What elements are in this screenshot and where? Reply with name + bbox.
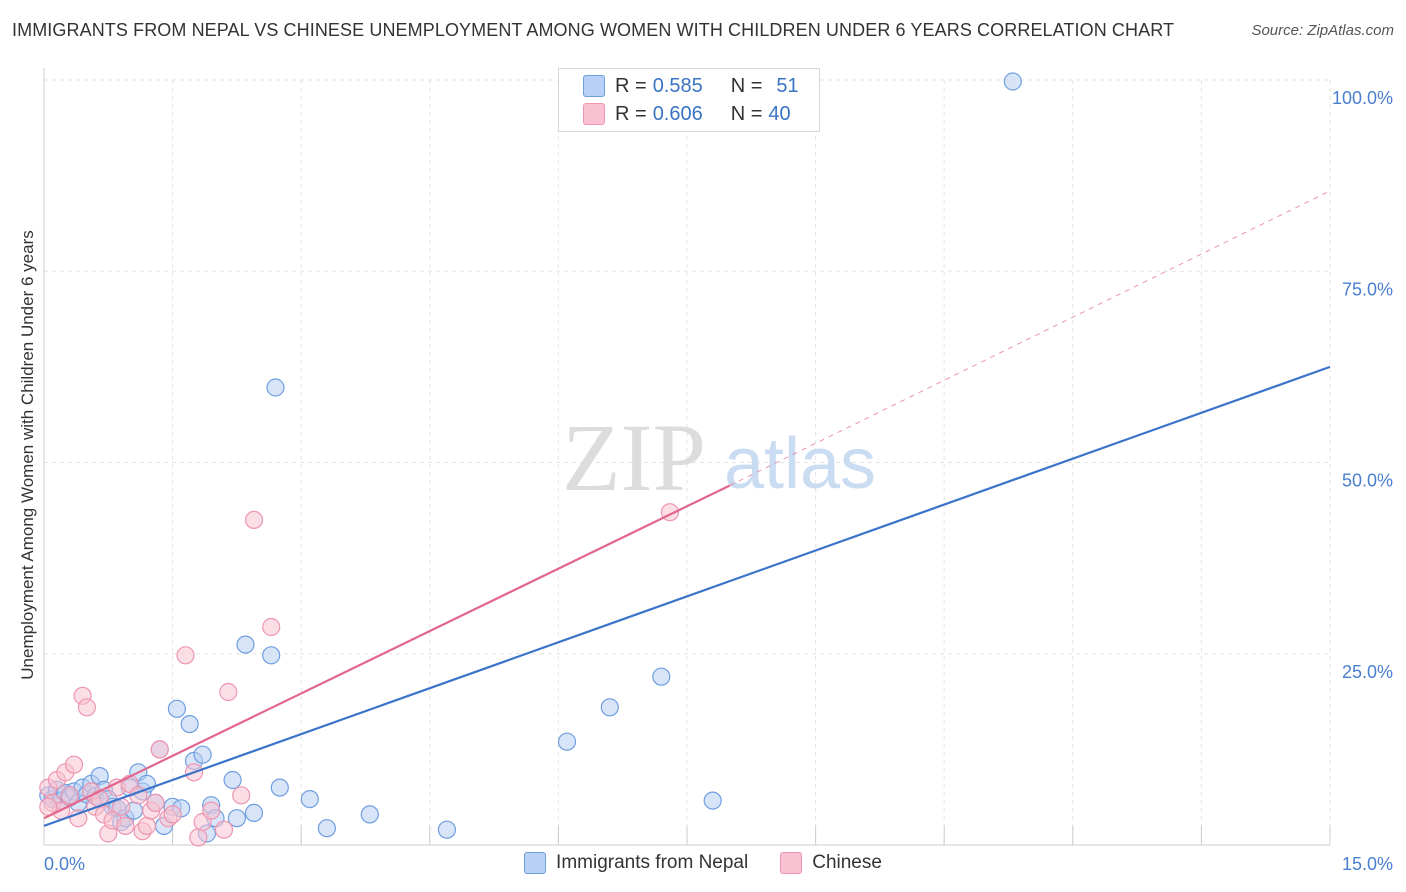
- chinese-trend-extension: [729, 190, 1331, 486]
- chinese-point: [137, 816, 156, 836]
- r-value-chinese: 0.606: [652, 102, 703, 125]
- legend-label-nepal: Immigrants from Nepal: [556, 852, 749, 873]
- axes: [43, 68, 1331, 846]
- source-label: Source: ZipAtlas.com: [1251, 22, 1394, 39]
- nepal-point: [360, 805, 379, 824]
- tick-labels: 25.0% 50.0% 75.0% 100.0% 0.0% 15.0%: [44, 88, 1393, 874]
- chinese-swatch: [780, 852, 803, 874]
- r-value-nepal: 0.585: [652, 74, 703, 97]
- y-tick-label: 50.0%: [1342, 471, 1393, 491]
- chinese-point: [146, 793, 165, 813]
- nepal-point: [180, 714, 199, 734]
- nepal-swatch: [583, 75, 605, 97]
- watermark-zip: ZIP: [562, 404, 706, 511]
- chinese-point: [77, 698, 97, 717]
- legend-label-chinese: Chinese: [812, 852, 882, 873]
- r-label: R =: [615, 74, 647, 97]
- stats-row-nepal: R = 0.585 N = 51: [583, 72, 799, 100]
- nepal-point: [652, 667, 671, 686]
- nepal-point: [236, 635, 255, 654]
- chinese-point: [202, 801, 221, 820]
- nepal-point: [223, 770, 242, 790]
- nepal-point: [167, 699, 186, 718]
- watermark: ZIP atlas: [562, 404, 876, 511]
- stats-row-chinese: R = 0.606 N = 40: [583, 100, 791, 128]
- legend-item-chinese[interactable]: Chinese: [780, 852, 882, 874]
- nepal-trend-line: [43, 365, 1331, 827]
- y-axis-label: Unemployment Among Women with Children U…: [18, 230, 37, 679]
- nepal-point: [317, 819, 336, 838]
- chinese-point: [176, 646, 195, 665]
- nepal-point: [227, 809, 246, 828]
- trend-lines: [43, 190, 1331, 827]
- nepal-point: [270, 778, 289, 797]
- chinese-point: [189, 828, 208, 847]
- chinese-point: [69, 809, 88, 828]
- n-label: N =: [730, 74, 763, 97]
- chinese-point: [163, 805, 182, 824]
- chinese-point: [262, 617, 281, 637]
- nepal-point: [437, 820, 456, 839]
- bottom-legend: Immigrants from Nepal Chinese: [0, 852, 1406, 874]
- chinese-point: [232, 786, 251, 805]
- nepal-point: [600, 698, 619, 717]
- chinese-point: [60, 786, 79, 805]
- chinese-point: [116, 816, 135, 836]
- chinese-point: [64, 755, 84, 774]
- n-value-chinese: 40: [768, 102, 791, 125]
- nepal-point: [262, 646, 281, 665]
- nepal-point: [266, 378, 285, 397]
- chinese-point: [214, 820, 234, 839]
- y-tick-label: 100.0%: [1332, 88, 1393, 108]
- y-tick-label: 75.0%: [1342, 279, 1393, 299]
- r-label: R =: [615, 102, 647, 125]
- x-tick-label: 0.0%: [44, 854, 85, 874]
- stats-legend: R = 0.585 N = 51 R = 0.606 N = 40: [558, 68, 820, 132]
- nepal-point: [244, 803, 264, 823]
- chart-title: IMMIGRANTS FROM NEPAL VS CHINESE UNEMPLO…: [12, 20, 1175, 40]
- nepal-point: [703, 791, 722, 810]
- chinese-points: [39, 503, 680, 847]
- n-value-nepal: 51: [776, 74, 799, 97]
- nepal-point: [300, 789, 319, 809]
- nepal-point: [193, 745, 212, 764]
- chinese-trend-line: [43, 484, 731, 820]
- watermark-atlas: atlas: [724, 424, 876, 504]
- y-tick-label: 25.0%: [1342, 662, 1393, 682]
- legend-item-nepal[interactable]: Immigrants from Nepal: [524, 852, 748, 874]
- chinese-point: [244, 510, 264, 530]
- nepal-point: [557, 732, 577, 751]
- n-label: N =: [730, 102, 763, 125]
- nepal-point: [1003, 72, 1022, 91]
- chinese-point: [150, 740, 169, 759]
- x-tick-label: 15.0%: [1342, 854, 1393, 874]
- chinese-swatch: [583, 103, 605, 125]
- nepal-swatch: [524, 852, 547, 874]
- chinese-point: [219, 682, 238, 702]
